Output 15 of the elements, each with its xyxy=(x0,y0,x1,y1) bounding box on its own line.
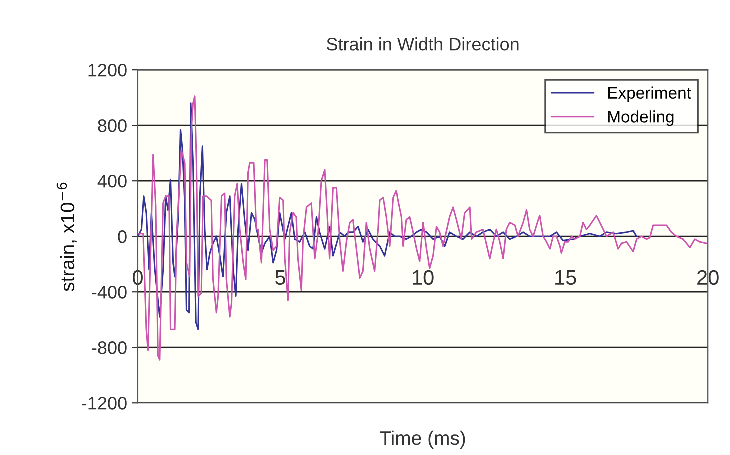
legend-label: Modeling xyxy=(608,110,674,126)
y-tick-label: -800 xyxy=(92,342,127,354)
y-axis-title: strain, x10$^{−6}$ xyxy=(56,182,77,292)
y-tick-label: 0 xyxy=(118,230,127,244)
x-tick-label: 15 xyxy=(556,270,576,286)
legend-label: Experiment xyxy=(608,86,692,102)
chart-title: Strain in Width Direction xyxy=(327,38,519,51)
y-tick-label: 800 xyxy=(98,120,127,132)
y-tick-label: -1200 xyxy=(82,397,127,410)
y-tick-label: 400 xyxy=(98,175,127,188)
y-tick-label: -400 xyxy=(92,286,127,299)
x-axis-title: Time (ms) xyxy=(380,430,466,450)
x-tick-label: 5 xyxy=(276,270,286,286)
x-tick-label: 10 xyxy=(413,270,434,286)
y-tick-label: 1200 xyxy=(88,64,127,77)
